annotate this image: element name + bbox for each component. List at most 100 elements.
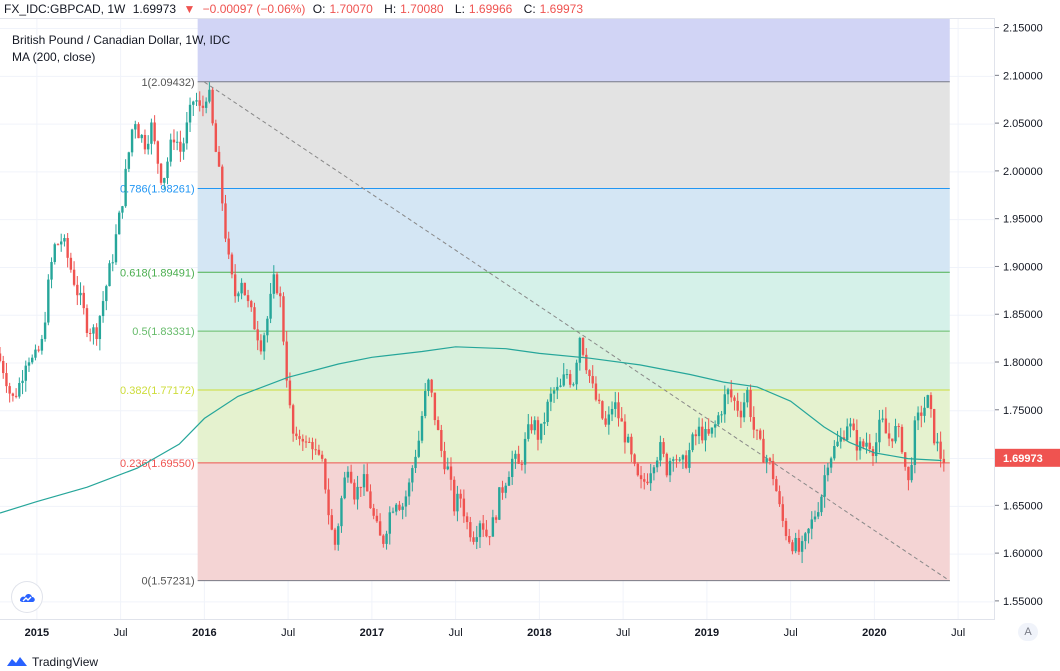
candle-body	[942, 458, 946, 464]
candle-body	[575, 362, 578, 385]
ohlc-low-value: 1.69966	[468, 2, 513, 16]
candle-body	[395, 504, 398, 512]
candle-body	[320, 454, 324, 459]
candle-body	[349, 471, 353, 483]
candle-body	[166, 161, 169, 179]
candle-body	[369, 491, 372, 509]
candle-body	[581, 337, 585, 355]
candle-body	[224, 203, 227, 239]
candle-body	[356, 486, 359, 500]
candle-body	[40, 338, 44, 351]
candle-body	[572, 384, 575, 386]
candle-body	[204, 101, 208, 108]
candle-body	[443, 450, 446, 470]
candle-body	[755, 429, 759, 431]
candle-body	[21, 380, 24, 384]
candle-body	[655, 460, 659, 468]
candle-body	[504, 485, 507, 493]
time-tick-label: Jul	[951, 627, 965, 639]
ma-200-line	[0, 346, 942, 514]
candle-body	[456, 493, 459, 512]
price-axis-scale[interactable]: 2.15000 2.10000 2.05000 2.00000 1.95000 1.900…	[995, 18, 1060, 620]
candle-body	[243, 282, 247, 296]
candle-body	[198, 100, 201, 106]
tradingview-badge[interactable]	[12, 582, 42, 612]
candle-body	[752, 417, 755, 430]
candle-body	[60, 241, 63, 245]
candle-body	[820, 496, 823, 513]
candle-body	[472, 537, 475, 542]
candle-body	[675, 459, 678, 461]
time-axis[interactable]: 2015 Jul 2016 Jul 2017 Jul 2018 Jul 2019 Jul 2020 J…	[0, 620, 995, 644]
candle-body	[308, 441, 311, 443]
candle-body	[69, 257, 73, 270]
candle-body	[14, 395, 18, 397]
candle-body	[417, 440, 420, 457]
candle-body	[172, 139, 176, 143]
price-tick-label: 1.75000	[1003, 405, 1043, 417]
candle-body	[565, 374, 569, 376]
candle-body	[881, 418, 884, 420]
candle-body	[481, 523, 485, 530]
candle-body	[739, 410, 743, 418]
candle-body	[829, 458, 833, 468]
candle-body	[382, 535, 385, 544]
candle-body	[343, 477, 346, 499]
tradingview-brand[interactable]: TradingView	[32, 655, 99, 669]
candle-body	[730, 389, 733, 398]
candle-body	[411, 468, 414, 483]
candle-body	[233, 274, 237, 297]
candle-body	[562, 374, 565, 386]
candle-body	[620, 418, 623, 422]
ohlc-open-label: O:	[312, 2, 326, 16]
candle-body	[585, 354, 588, 371]
candle-body	[865, 442, 868, 447]
ohlc-high-label: H:	[384, 2, 397, 16]
candle-body	[92, 327, 95, 334]
time-axis-scale[interactable]: 2015 Jul 2016 Jul 2017 Jul 2018 Jul 2019 Jul 2020 J…	[0, 620, 995, 644]
candle-body	[900, 426, 904, 453]
candle-body	[543, 422, 546, 424]
candle-body	[607, 414, 611, 425]
candle-body	[491, 517, 495, 537]
symbol-label[interactable]: FX_IDC:GBPCAD, 1W	[4, 2, 126, 16]
candle-body	[800, 541, 804, 552]
ohlc-high-value: 1.70080	[400, 2, 444, 16]
candle-body	[623, 421, 627, 443]
candle-body	[697, 426, 701, 437]
candle-body	[398, 504, 401, 510]
candle-body	[346, 471, 350, 478]
price-chart[interactable]: 1(2.09432) 0.786(1.98261) 0.618(1.89491) 0.…	[0, 19, 995, 620]
candle-body	[391, 511, 395, 513]
fib-level-label: 0.786(1.98261)	[120, 184, 195, 196]
last-price: 1.69973	[132, 2, 177, 16]
candle-body	[530, 424, 533, 431]
candle-body	[858, 441, 862, 451]
legend-title[interactable]: British Pound / Canadian Dollar, 1W, IDC	[12, 33, 231, 47]
candle-body	[891, 438, 894, 442]
candle-body	[768, 458, 772, 462]
candle-body	[366, 474, 369, 492]
candle-body	[903, 452, 907, 467]
tradingview-logo-icon[interactable]	[6, 654, 28, 668]
chart-pane[interactable]: 1(2.09432) 0.786(1.98261) 0.618(1.89491) 0.…	[0, 18, 995, 620]
candle-body	[259, 340, 263, 352]
auto-scale-button[interactable]: A	[1018, 623, 1038, 641]
candle-body	[317, 449, 321, 455]
candle-body	[781, 504, 784, 521]
candle-body	[617, 402, 620, 419]
candle-body	[868, 442, 871, 450]
candle-body	[388, 512, 391, 534]
price-axis[interactable]: 2.15000 2.10000 2.05000 2.00000 1.95000 1.900…	[995, 18, 1060, 620]
candle-body	[114, 234, 118, 263]
candle-body	[298, 436, 301, 439]
candle-body	[691, 434, 694, 451]
fib-band	[197, 331, 950, 391]
candle-body	[185, 122, 189, 144]
candle-body	[50, 261, 53, 280]
candle-body	[359, 486, 362, 488]
candle-body	[568, 374, 572, 385]
time-tick-label: Jul	[616, 627, 630, 639]
candle-body	[79, 292, 82, 296]
legend-ma[interactable]: MA (200, close)	[12, 50, 96, 64]
